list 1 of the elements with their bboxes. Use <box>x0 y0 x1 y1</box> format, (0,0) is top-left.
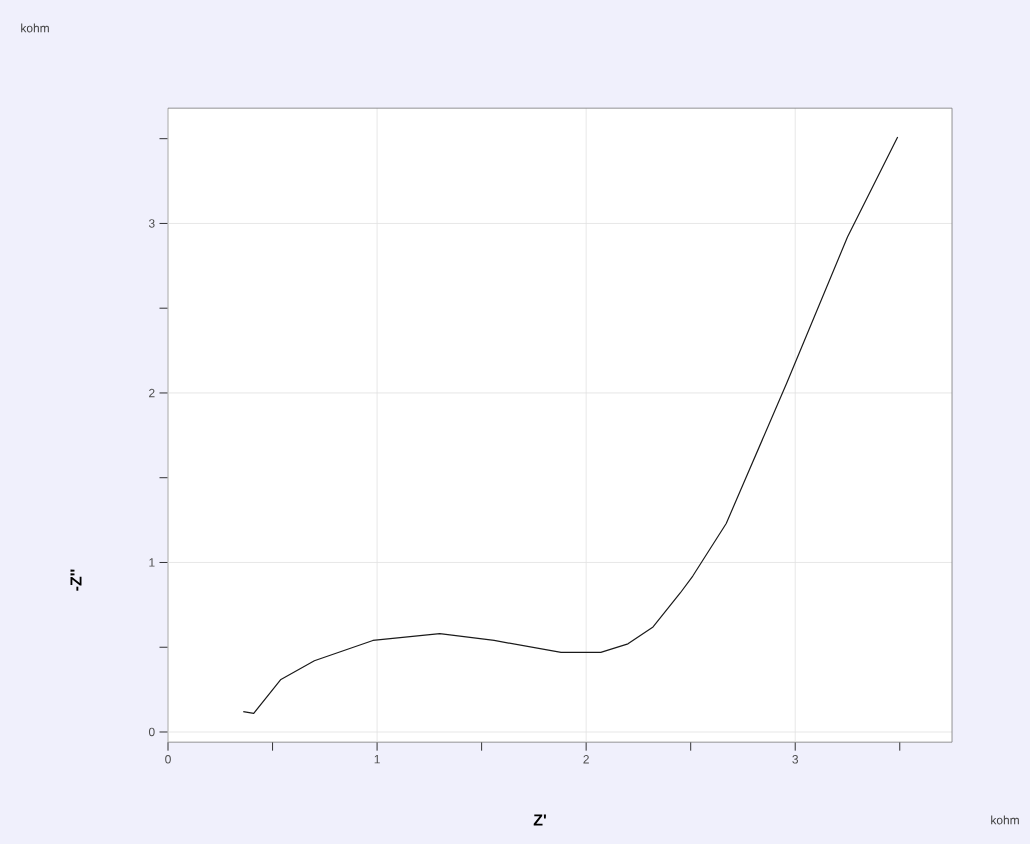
line-series <box>242 136 899 714</box>
